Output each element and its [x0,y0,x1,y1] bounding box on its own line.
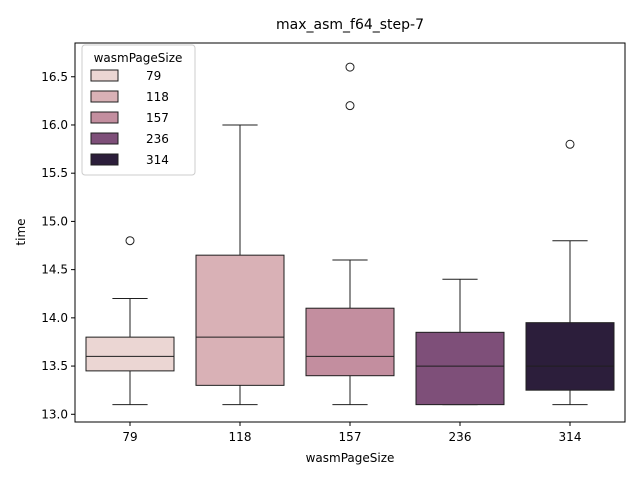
iqr-box [305,307,395,377]
legend-label: 118 [146,90,169,104]
y-tick-label: 15.0 [41,214,68,228]
plot-frame [74,42,626,423]
legend: wasmPageSize 79 118 157 236 314 [81,44,196,176]
y-tick-label: 14.5 [41,263,68,277]
legend-label: 157 [146,111,169,125]
outlier-point [345,62,355,72]
y-axis: 13.0 13.5 14.0 14.5 15.0 15.5 16.0 16.5 [41,70,75,421]
legend-label: 314 [146,153,169,167]
legend-label: 236 [146,132,169,146]
iqr-box [525,322,615,391]
legend-swatch [90,90,119,103]
box-group-79 [85,236,175,406]
y-tick-label: 13.0 [41,407,68,421]
x-tick-label: 314 [559,430,582,444]
x-tick-label: 236 [449,430,472,444]
y-tick-label: 16.5 [41,70,68,84]
legend-items: 79 118 157 236 314 [90,69,169,167]
y-axis-label: time [14,218,28,245]
legend-swatch [90,153,119,166]
outlier-point [565,139,575,149]
box-group-118 [195,124,285,406]
chart-title: max_asm_f64_step-7 [276,17,424,33]
outlier-point [345,101,355,111]
y-tick-label: 16.0 [41,118,68,132]
y-tick-label: 14.0 [41,311,68,325]
legend-swatch [90,111,119,124]
y-tick-label: 13.5 [41,359,68,373]
x-axis: 79 118 157 236 314 [122,422,581,444]
legend-swatch [90,132,119,145]
outlier-point [125,236,135,246]
x-axis-label: wasmPageSize [306,451,395,465]
x-tick-label: 79 [122,430,137,444]
iqr-box [85,336,175,372]
box-group-314 [525,139,615,406]
legend-title: wasmPageSize [94,51,183,65]
y-tick-label: 15.5 [41,166,68,180]
iqr-box [195,254,285,386]
x-tick-label: 157 [339,430,362,444]
box-group-157 [305,62,395,406]
legend-label: 79 [146,69,161,83]
x-tick-label: 118 [229,430,252,444]
legend-swatch [90,69,119,82]
iqr-box [415,331,505,406]
box-group-236 [415,278,505,406]
boxes [85,62,615,406]
